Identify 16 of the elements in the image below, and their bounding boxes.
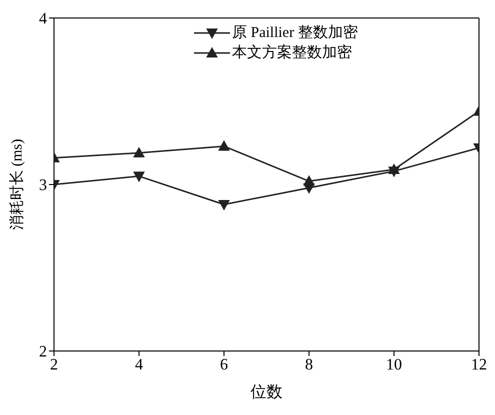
point xyxy=(218,140,230,151)
point xyxy=(304,176,314,186)
y-tick-label: 3 xyxy=(39,177,47,194)
legend-label: 本文方案整数加密 xyxy=(232,43,352,63)
y-tick-label: 4 xyxy=(39,10,47,28)
x-tick-label: 4 xyxy=(135,356,143,374)
legend-label: 原 Paillier 整数加密 xyxy=(232,23,358,43)
x-tick-label: 10 xyxy=(386,356,402,374)
y-axis-title: 消耗时长 (ms) xyxy=(8,138,26,230)
x-tick-label: 8 xyxy=(305,356,313,374)
x-tick-label: 2 xyxy=(50,356,58,374)
x-tick-label: 12 xyxy=(471,356,487,374)
y-tick-label: 2 xyxy=(39,344,47,361)
x-tick-label: 6 xyxy=(220,356,228,374)
x-axis-title: 位数 xyxy=(250,384,282,401)
point xyxy=(218,200,230,210)
